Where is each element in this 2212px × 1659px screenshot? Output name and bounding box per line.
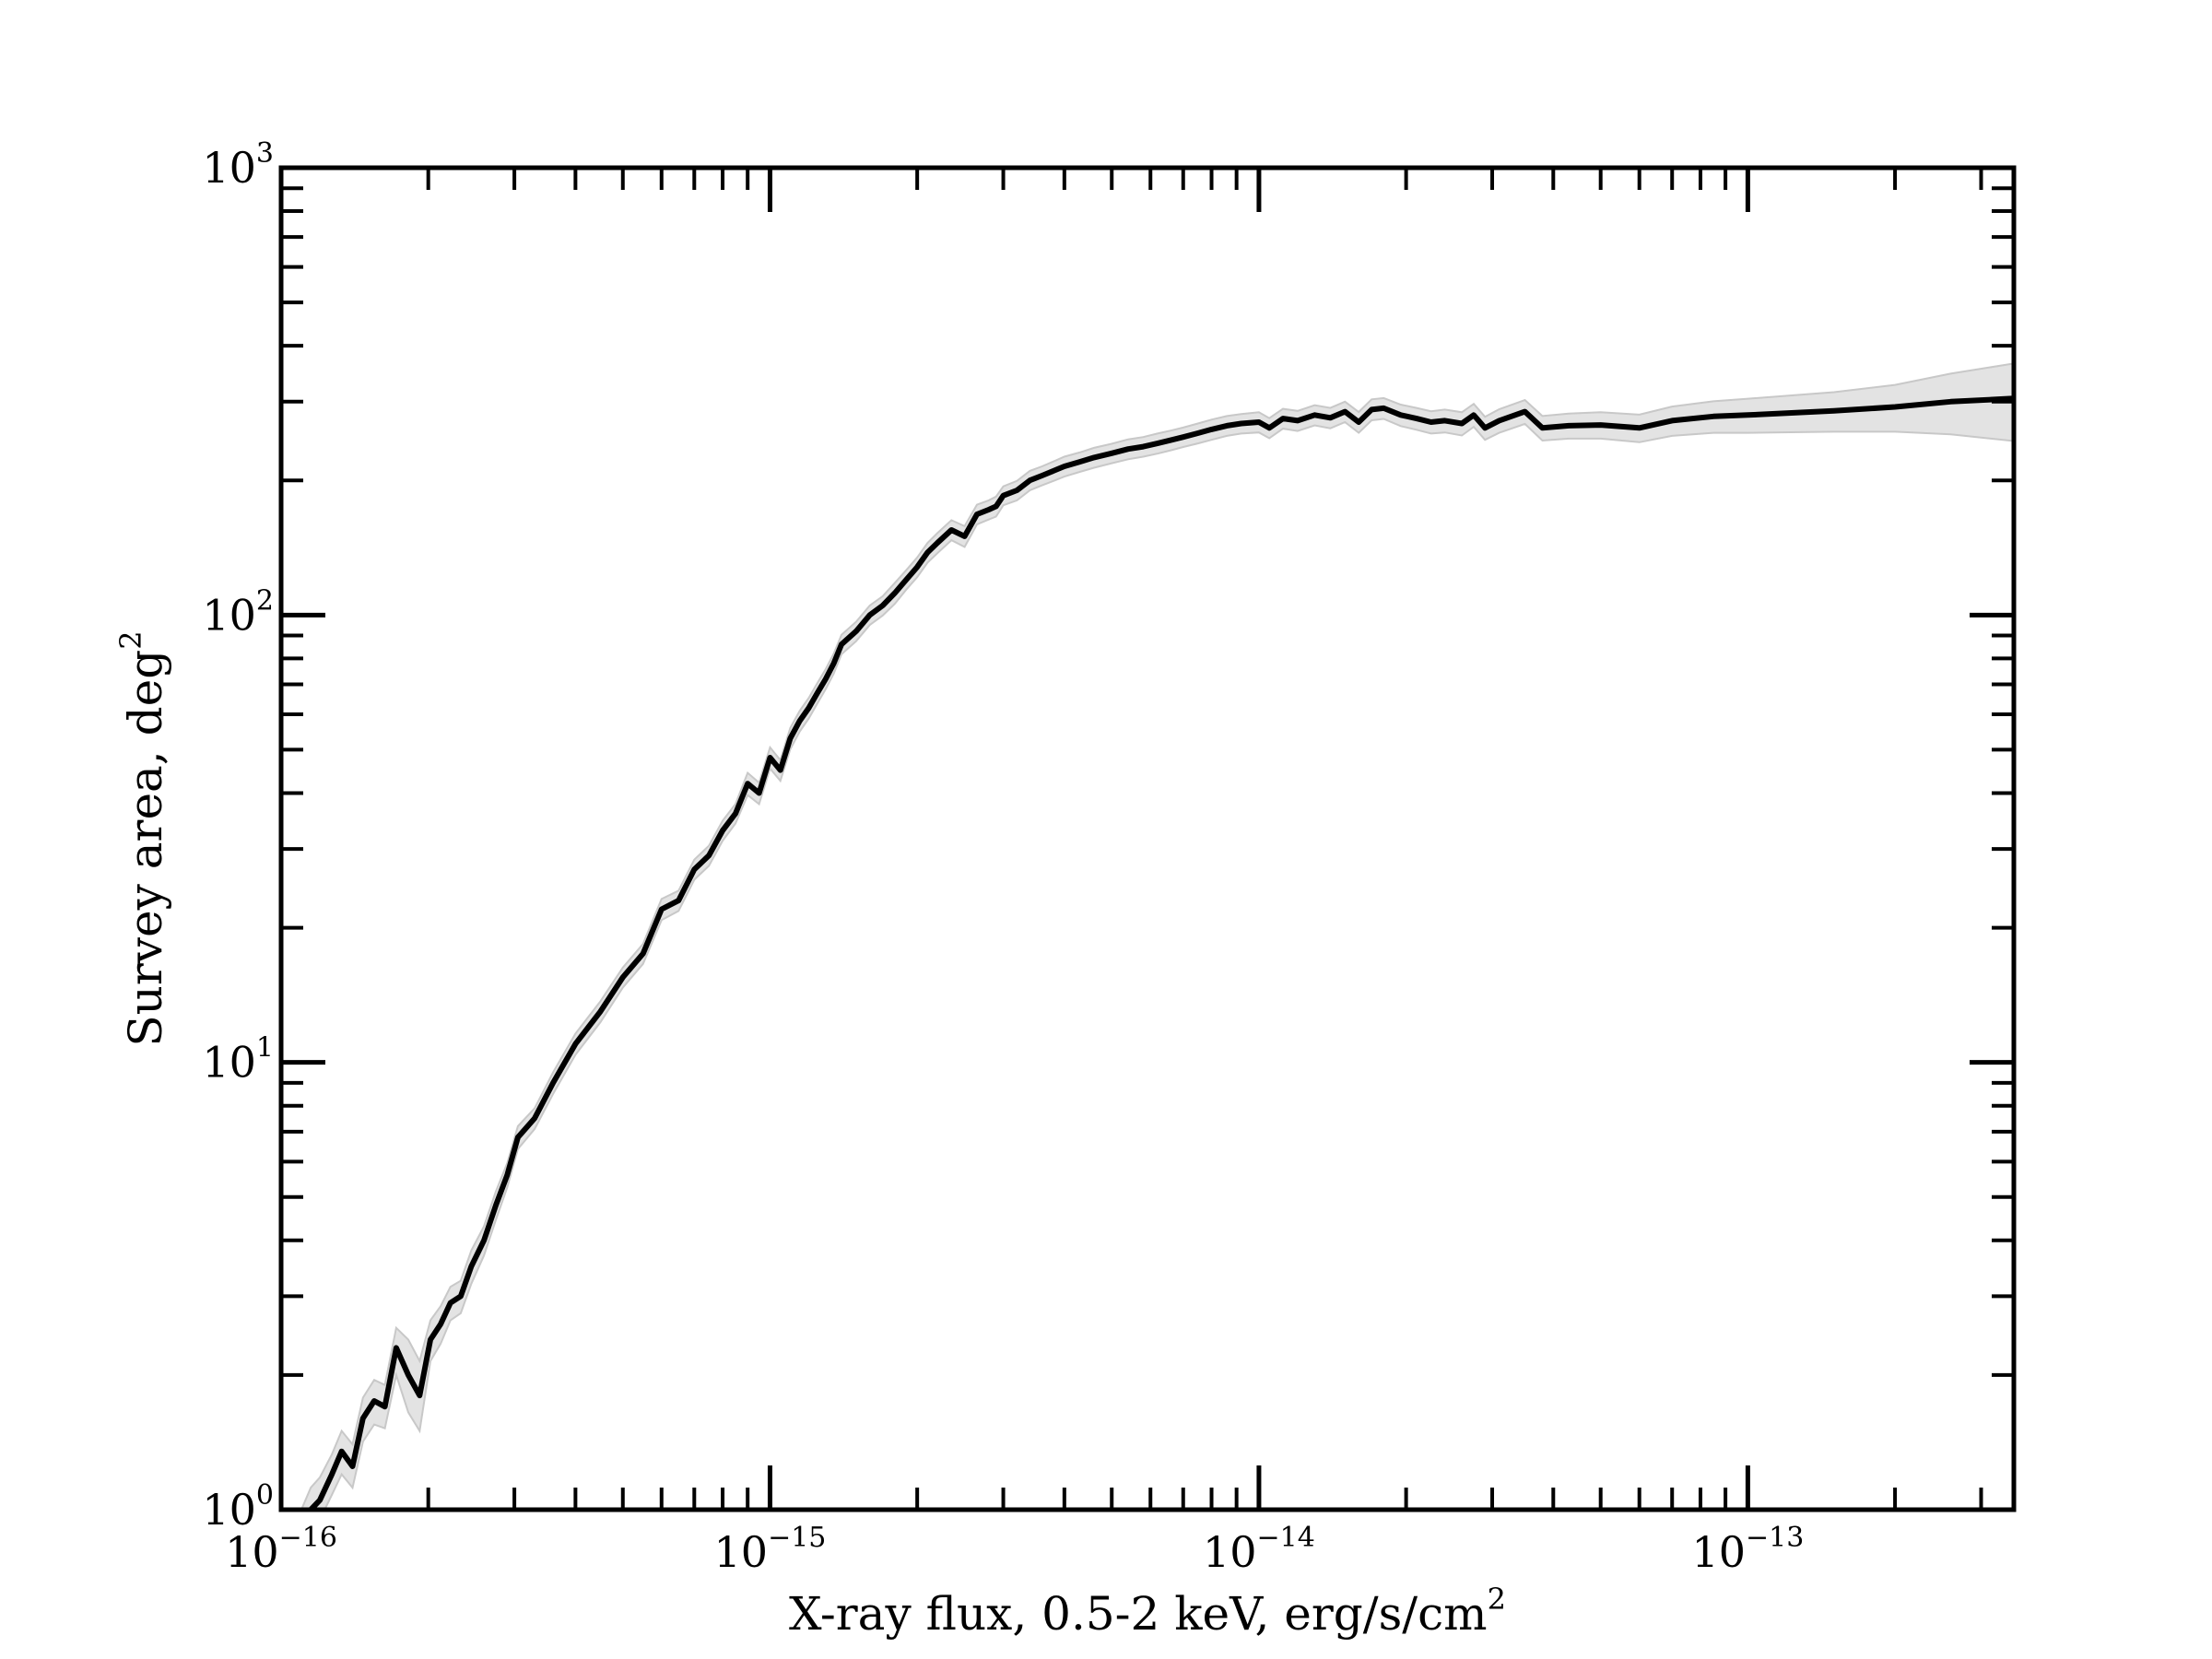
x-axis-title-superscript: 2 [1488, 1582, 1506, 1617]
y-tick-label: 100 [202, 1479, 274, 1535]
plot-frame [278, 165, 2017, 1512]
y-tick-label: 103 [202, 137, 274, 193]
x-axis-title: X-ray flux, 0.5-2 keV, erg/s/cm2 [789, 1582, 1506, 1641]
x-tick-label: 10−13 [1691, 1522, 1804, 1577]
y-axis-ticks [281, 165, 2014, 1512]
x-axis-title-text: X-ray flux, 0.5-2 keV, erg/s/cm [789, 1587, 1488, 1641]
y-tick-label: 101 [202, 1032, 274, 1088]
x-tick-label: 10−14 [1203, 1522, 1315, 1577]
y-axis-title-text: Survey area, deg [119, 650, 172, 1047]
x-axis-tick-labels: 10−16 10−15 10−14 10−13 [225, 1522, 1804, 1577]
plot-area [300, 362, 2014, 1510]
error-band [300, 362, 2014, 1510]
x-axis-ticks [278, 168, 1983, 1510]
y-tick-label: 102 [202, 584, 274, 640]
y-axis-title-superscript: 2 [113, 630, 148, 649]
y-axis-tick-labels: 100 101 102 103 [202, 137, 274, 1535]
y-axis-title: Survey area, deg2 [113, 630, 172, 1046]
survey-area-curve [307, 395, 2014, 1510]
x-tick-label: 10−16 [225, 1522, 337, 1577]
x-tick-label: 10−15 [714, 1522, 827, 1577]
